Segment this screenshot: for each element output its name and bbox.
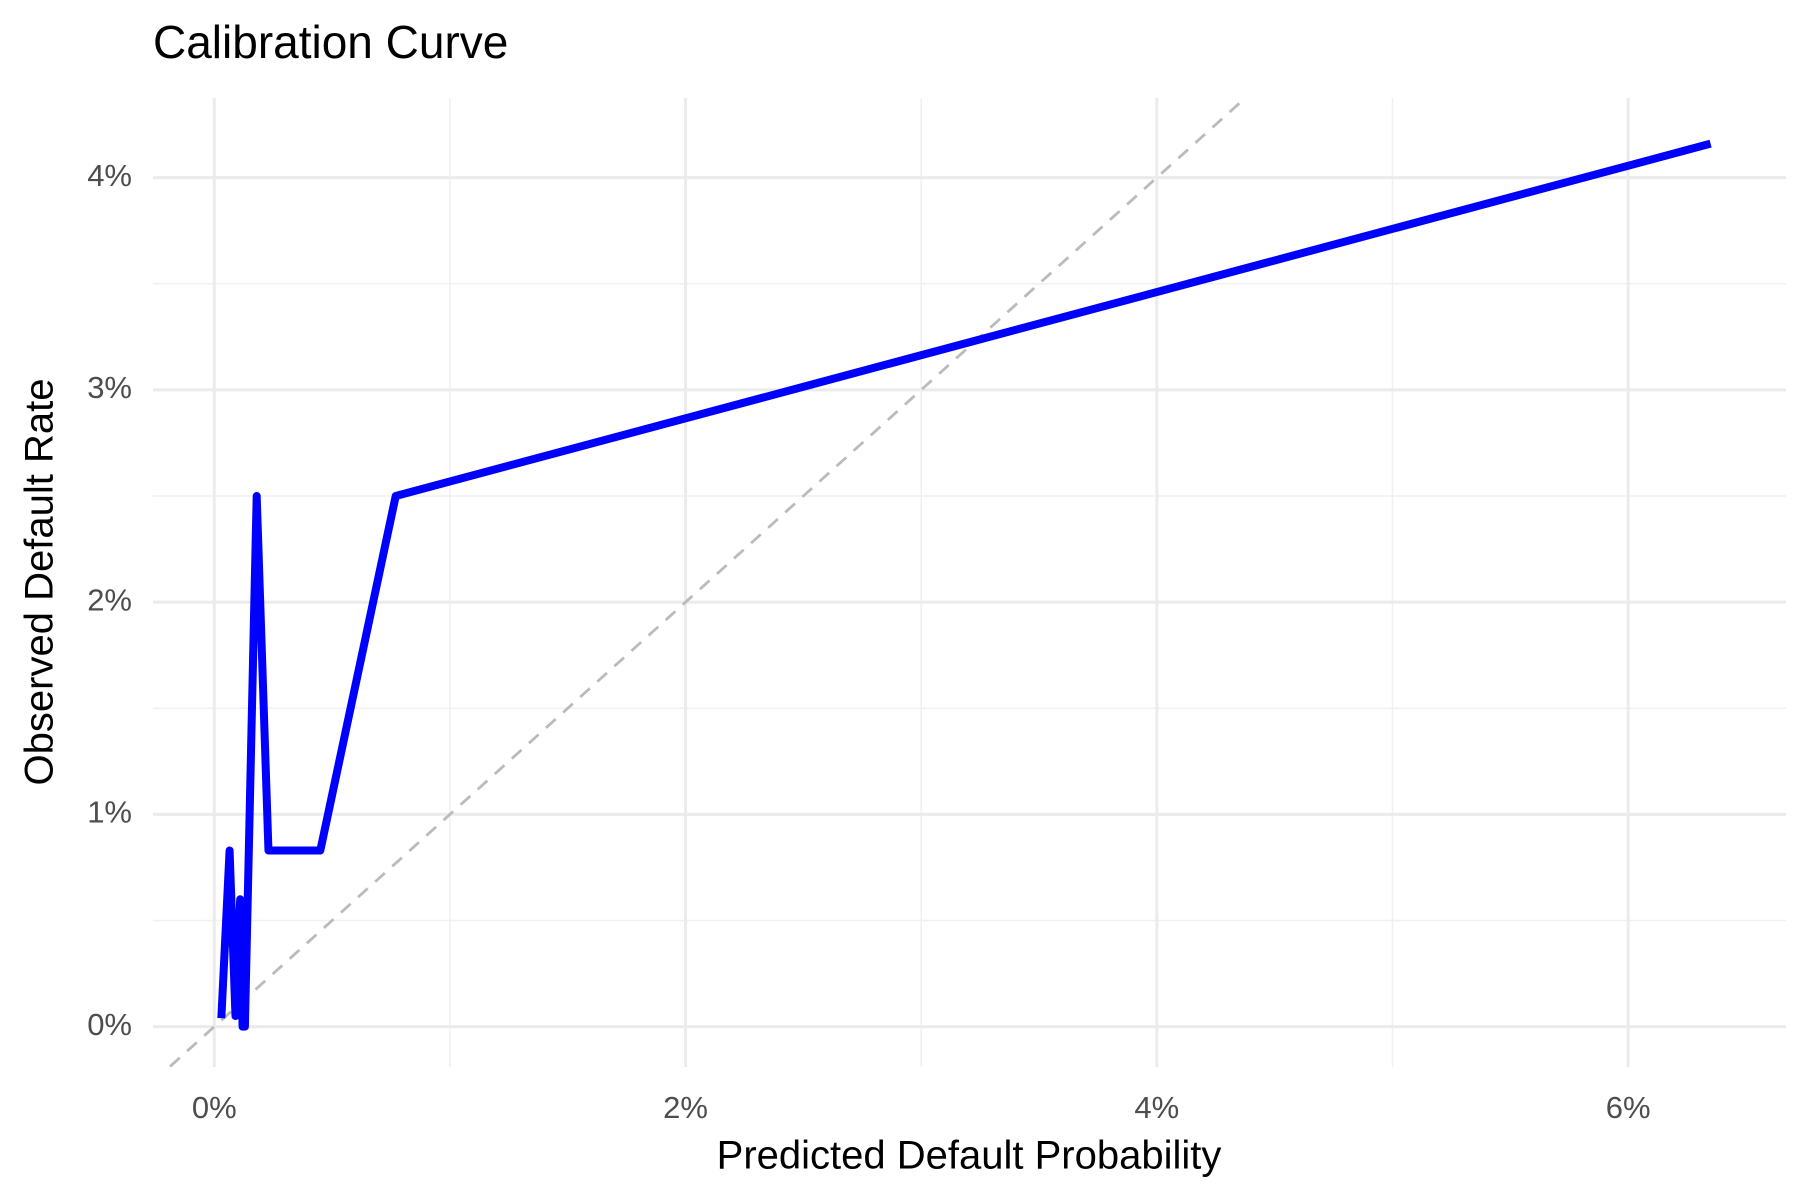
y-tick-label: 4% — [87, 158, 132, 193]
x-tick-label: 2% — [663, 1090, 708, 1125]
plot-area — [153, 98, 1786, 1067]
series-line — [217, 139, 1712, 1031]
y-tick-label: 2% — [87, 582, 132, 617]
x-tick-label: 4% — [1134, 1090, 1179, 1125]
y-tick-label: 0% — [87, 1007, 132, 1042]
x-tick-label: 6% — [1606, 1090, 1651, 1125]
x-tick-label: 0% — [192, 1090, 237, 1125]
x-axis-title: Predicted Default Probability — [717, 1134, 1222, 1178]
reference-line — [167, 98, 1248, 1067]
y-tick-label: 1% — [87, 795, 132, 830]
y-axis-title: Observed Default Rate — [18, 379, 62, 786]
y-tick-label: 3% — [87, 370, 132, 405]
chart-title: Calibration Curve — [153, 16, 508, 68]
